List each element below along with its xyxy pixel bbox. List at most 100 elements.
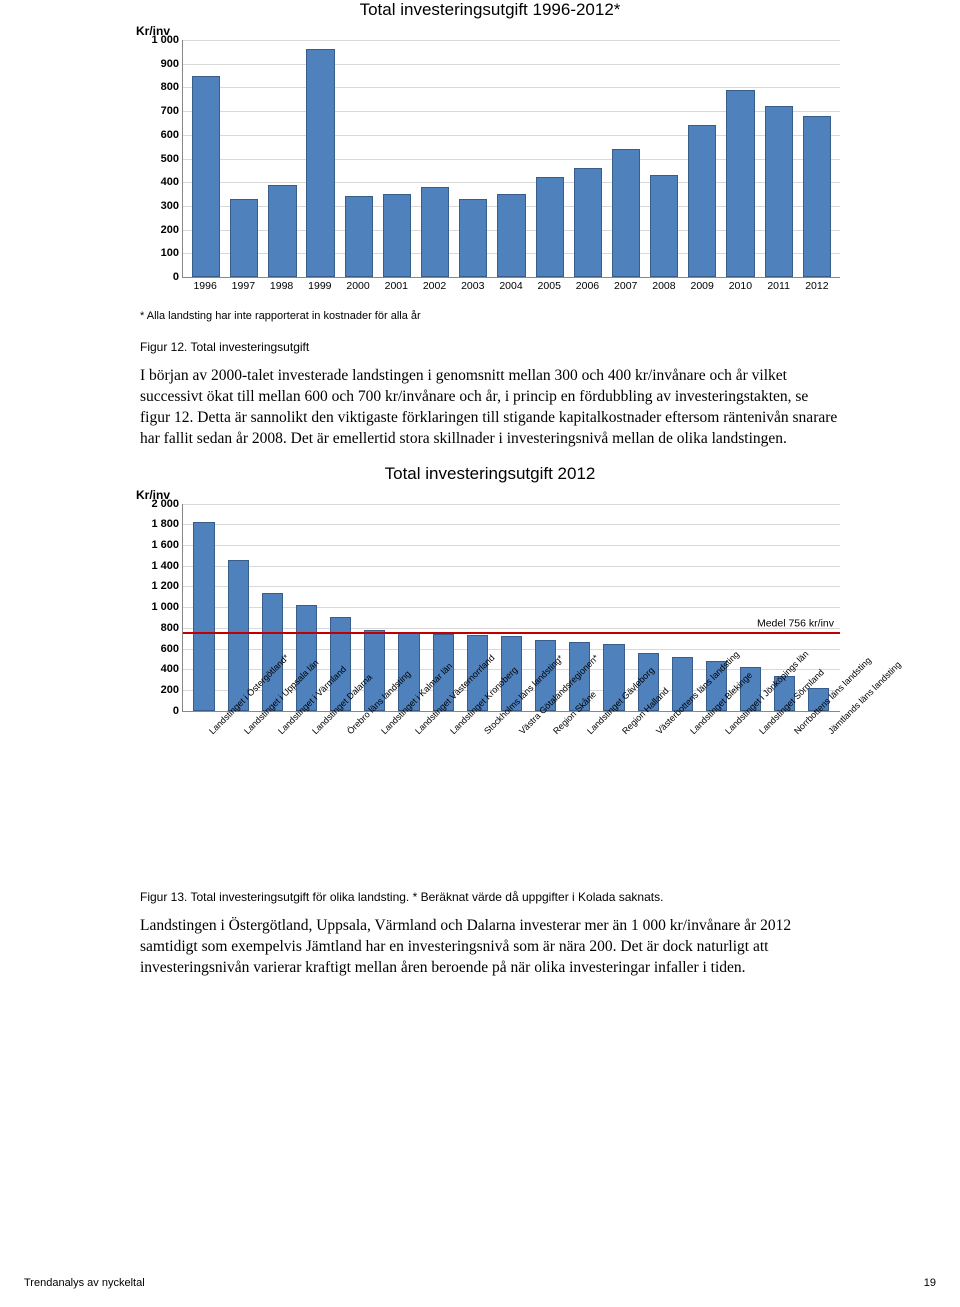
bar xyxy=(192,76,220,277)
y-tick-label: 400 xyxy=(141,663,179,675)
y-tick-label: 1 800 xyxy=(141,518,179,530)
bar-slot xyxy=(531,40,569,277)
chart2-section: Total investeringsutgift 2012 Kr/inv 020… xyxy=(140,464,840,904)
bar-slot xyxy=(187,504,221,711)
y-tick-label: 700 xyxy=(141,105,179,117)
chart2-title: Total investeringsutgift 2012 xyxy=(140,464,840,484)
x-tick-label: 2000 xyxy=(339,278,377,298)
bar-slot xyxy=(569,40,607,277)
bar xyxy=(459,199,487,277)
bar-slot xyxy=(454,40,492,277)
bar-slot xyxy=(645,40,683,277)
y-tick-label: 200 xyxy=(141,224,179,236)
footer-left: Trendanalys av nyckeltal xyxy=(24,1277,145,1289)
bar-slot xyxy=(263,40,301,277)
chart1-caption: Figur 12. Total investeringsutgift xyxy=(140,340,840,354)
x-tick-label: 2002 xyxy=(415,278,453,298)
bar-slot xyxy=(683,40,721,277)
paragraph-1: I början av 2000-talet investerade lands… xyxy=(140,366,840,450)
x-tick-label: 2004 xyxy=(492,278,530,298)
bars-container xyxy=(183,40,840,277)
bar-slot xyxy=(798,40,836,277)
bar-slot xyxy=(416,40,454,277)
bar-slot xyxy=(221,504,255,711)
x-tick-label: 2003 xyxy=(454,278,492,298)
bar-slot xyxy=(665,504,699,711)
bar xyxy=(726,90,754,277)
chart1-section: Total investeringsutgift 1996-2012* Kr/i… xyxy=(140,0,840,354)
x-tick-label: 2005 xyxy=(530,278,568,298)
bar xyxy=(536,177,564,277)
bar xyxy=(765,106,793,277)
y-tick-label: 1 000 xyxy=(141,34,179,46)
bar xyxy=(230,199,258,277)
average-line xyxy=(183,632,840,634)
bar xyxy=(228,560,249,711)
average-line-label: Medel 756 kr/inv xyxy=(757,618,834,630)
x-tick-label: 2009 xyxy=(683,278,721,298)
bar-slot xyxy=(721,40,759,277)
bar xyxy=(803,116,831,277)
y-tick-label: 900 xyxy=(141,58,179,70)
bar-slot xyxy=(187,40,225,277)
x-tick-label: 2011 xyxy=(760,278,798,298)
y-tick-label: 500 xyxy=(141,153,179,165)
chart1-wrap: Kr/inv 01002003004005006007008009001 000… xyxy=(140,28,840,298)
y-tick-label: 1 000 xyxy=(141,601,179,613)
bar xyxy=(612,149,640,277)
x-tick-label: 1996 xyxy=(186,278,224,298)
y-tick-label: 800 xyxy=(141,622,179,634)
chart1-xticks: 1996199719981999200020012002200320042005… xyxy=(182,278,840,298)
bar-slot xyxy=(492,40,530,277)
y-tick-label: 1 400 xyxy=(141,560,179,572)
bar xyxy=(497,194,525,277)
chart2-caption: Figur 13. Total investeringsutgift för o… xyxy=(140,890,840,904)
x-tick-label: 2007 xyxy=(607,278,645,298)
bar xyxy=(421,187,449,277)
y-tick-label: 800 xyxy=(141,81,179,93)
footer-right: 19 xyxy=(924,1277,936,1289)
y-tick-label: 200 xyxy=(141,684,179,696)
chart1-title: Total investeringsutgift 1996-2012* xyxy=(140,0,840,20)
paragraph-2: Landstingen i Östergötland, Uppsala, Vär… xyxy=(140,916,840,979)
y-tick-label: 1 200 xyxy=(141,580,179,592)
chart1-footnote: * Alla landsting har inte rapporterat in… xyxy=(140,310,840,322)
bar-slot xyxy=(302,40,340,277)
x-tick-label: 2010 xyxy=(721,278,759,298)
x-tick-label: 1998 xyxy=(262,278,300,298)
x-tick-label: 1997 xyxy=(224,278,262,298)
y-tick-label: 300 xyxy=(141,200,179,212)
y-tick-label: 0 xyxy=(141,271,179,283)
bar xyxy=(268,185,296,277)
y-tick-label: 0 xyxy=(141,705,179,717)
x-tick-label: 2012 xyxy=(798,278,836,298)
bar xyxy=(345,196,373,277)
page-footer: Trendanalys av nyckeltal 19 xyxy=(24,1277,936,1289)
chart2-plot-area: 02004006008001 0001 2001 4001 6001 8002 … xyxy=(182,504,840,712)
bar xyxy=(383,194,411,277)
bar xyxy=(306,49,334,277)
y-tick-label: 600 xyxy=(141,643,179,655)
y-tick-label: 100 xyxy=(141,247,179,259)
x-tick-label: 2008 xyxy=(645,278,683,298)
y-tick-label: 600 xyxy=(141,129,179,141)
chart2-wrap: Kr/inv 02004006008001 0001 2001 4001 600… xyxy=(140,492,840,732)
bar xyxy=(650,175,678,277)
bar-slot xyxy=(340,40,378,277)
chart2: 02004006008001 0001 2001 4001 6001 8002 … xyxy=(182,492,840,732)
bar-slot xyxy=(607,40,645,277)
y-tick-label: 400 xyxy=(141,176,179,188)
y-tick-label: 2 000 xyxy=(141,498,179,510)
bar-slot xyxy=(378,40,416,277)
x-tick-label: 2001 xyxy=(377,278,415,298)
y-tick-label: 1 600 xyxy=(141,539,179,551)
bar xyxy=(688,125,716,277)
bar xyxy=(574,168,602,277)
x-tick-label: 2006 xyxy=(568,278,606,298)
bar-slot xyxy=(597,504,631,711)
bar xyxy=(193,522,214,710)
chart1: 01002003004005006007008009001 000 199619… xyxy=(182,28,840,298)
x-tick-label: 1999 xyxy=(301,278,339,298)
bar-slot xyxy=(225,40,263,277)
bar-slot xyxy=(760,40,798,277)
